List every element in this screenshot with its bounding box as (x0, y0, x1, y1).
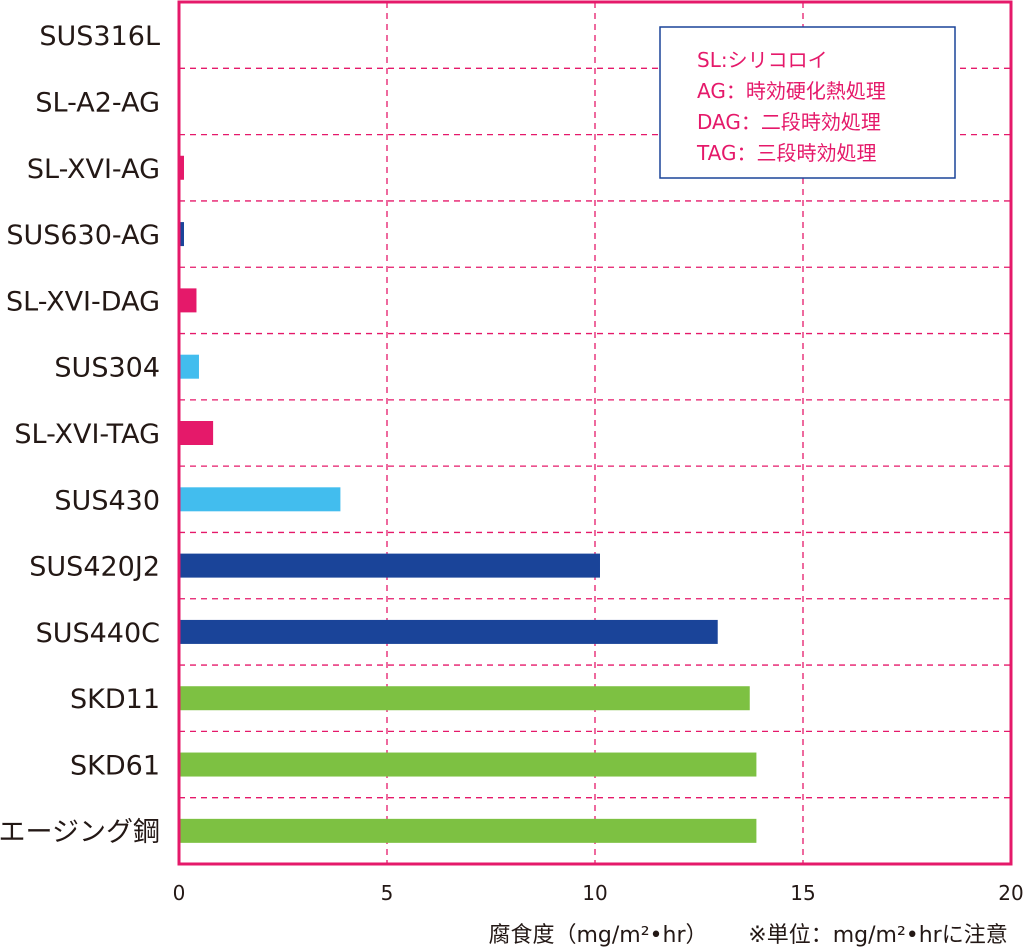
legend-box (659, 26, 956, 179)
category-label: SL-XVI-AG (27, 154, 160, 185)
legend: SL:シリコロイ AG：時効硬化熱処理 DAG：二段時効処理 TAG：三段時効処理 (659, 26, 956, 179)
legend-item: TAG：三段時効処理 (696, 141, 877, 165)
bar-3 (179, 155, 184, 180)
bar-5 (179, 288, 197, 313)
category-label: SL-XVI-DAG (6, 286, 160, 317)
category-label: SL-XVI-TAG (14, 419, 160, 450)
legend-item: AG：時効硬化熱処理 (697, 79, 886, 103)
bar-7 (179, 421, 214, 445)
unit-note: ※単位：mg/m²•hrに注意 (748, 923, 1007, 948)
category-label: SUS420J2 (29, 552, 160, 583)
legend-item: DAG：二段時効処理 (697, 110, 881, 134)
bar-13 (179, 818, 757, 843)
x-tick-label: 0 (173, 881, 186, 905)
category-label: SUS316L (39, 21, 160, 52)
bar-4 (179, 222, 184, 247)
category-label: マルエージング鋼 (0, 817, 160, 848)
x-tick-labels: 0 5 10 15 20 (173, 881, 1024, 905)
category-labels: SUS316L SL-A2-AG SL-XVI-AG SUS630-AG SL-XVI-… (0, 21, 160, 848)
category-label: SKD11 (70, 684, 160, 715)
bar-9 (179, 553, 600, 578)
category-label: SUS630-AG (6, 220, 160, 251)
bars (179, 155, 757, 843)
x-axis-title: 腐食度（mg/m²•hr） (488, 923, 707, 948)
category-label: SL-A2-AG (35, 87, 160, 118)
category-label: SUS430 (54, 485, 160, 516)
legend-item: SL:シリコロイ (697, 48, 828, 72)
category-label: SUS304 (54, 353, 160, 384)
bar-12 (179, 752, 757, 777)
bar-6 (179, 354, 199, 379)
x-tick-label: 5 (381, 881, 394, 905)
x-tick-label: 10 (582, 881, 607, 905)
category-label: SKD61 (70, 751, 160, 782)
bar-8 (179, 487, 341, 512)
bar-11 (179, 686, 750, 711)
category-label: SUS440C (36, 618, 160, 649)
x-tick-label: 15 (790, 881, 815, 905)
x-tick-label: 20 (998, 881, 1023, 905)
plot-frame (177, 0, 1013, 866)
bar-10 (179, 619, 718, 644)
